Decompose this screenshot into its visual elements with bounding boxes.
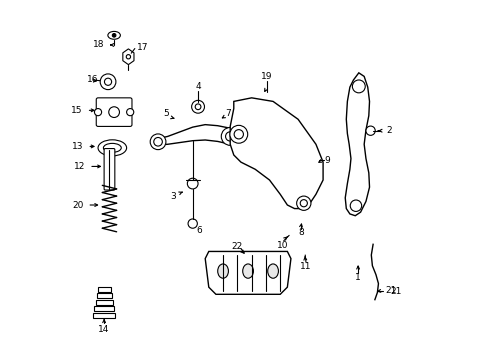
Text: 8: 8 [298, 228, 303, 237]
Circle shape [112, 33, 116, 37]
Text: 14: 14 [98, 325, 110, 334]
Text: 4: 4 [195, 82, 201, 91]
Polygon shape [157, 125, 230, 145]
Text: 10: 10 [276, 240, 287, 249]
Bar [98, 287, 110, 292]
Ellipse shape [98, 140, 126, 156]
Text: 1: 1 [354, 273, 360, 282]
Text: 21: 21 [385, 286, 396, 295]
Text: 3: 3 [170, 192, 176, 201]
Text: 13: 13 [71, 142, 83, 151]
Polygon shape [205, 251, 290, 294]
Text: 11: 11 [300, 262, 311, 271]
Circle shape [352, 80, 365, 93]
Text: 19: 19 [261, 72, 272, 81]
Circle shape [108, 107, 119, 117]
Bar [97, 293, 111, 298]
Text: 21: 21 [389, 287, 401, 296]
Circle shape [104, 78, 111, 85]
Polygon shape [122, 49, 134, 64]
Circle shape [100, 74, 116, 90]
Text: 7: 7 [224, 109, 230, 118]
Circle shape [225, 132, 234, 141]
FancyBboxPatch shape [96, 98, 132, 126]
Ellipse shape [217, 264, 228, 278]
Circle shape [187, 178, 198, 189]
Circle shape [234, 130, 243, 139]
Bar [95, 300, 112, 305]
Bar [93, 312, 115, 318]
Ellipse shape [242, 264, 253, 278]
Text: 20: 20 [72, 201, 83, 210]
Text: 12: 12 [74, 162, 85, 171]
Polygon shape [345, 73, 369, 216]
Bar [94, 306, 114, 311]
Circle shape [150, 134, 165, 150]
FancyBboxPatch shape [104, 149, 115, 190]
Circle shape [126, 55, 130, 59]
Ellipse shape [103, 143, 121, 152]
Circle shape [195, 104, 201, 110]
Text: 15: 15 [70, 106, 82, 115]
Circle shape [300, 200, 307, 207]
Circle shape [296, 196, 310, 210]
Ellipse shape [267, 264, 278, 278]
Circle shape [221, 127, 239, 145]
Text: 6: 6 [196, 225, 202, 234]
Text: 22: 22 [230, 242, 242, 251]
Text: 2: 2 [386, 126, 391, 135]
Circle shape [191, 100, 204, 113]
Ellipse shape [108, 31, 120, 39]
Circle shape [94, 109, 102, 116]
Circle shape [126, 109, 134, 116]
Circle shape [188, 219, 197, 228]
Circle shape [349, 200, 361, 211]
Text: 16: 16 [87, 76, 99, 85]
Text: 17: 17 [137, 43, 148, 52]
Text: 9: 9 [324, 156, 330, 165]
Circle shape [229, 125, 247, 143]
Text: 18: 18 [92, 40, 104, 49]
Polygon shape [230, 98, 323, 208]
Circle shape [153, 138, 162, 146]
Circle shape [365, 126, 374, 135]
Text: 5: 5 [163, 109, 168, 118]
